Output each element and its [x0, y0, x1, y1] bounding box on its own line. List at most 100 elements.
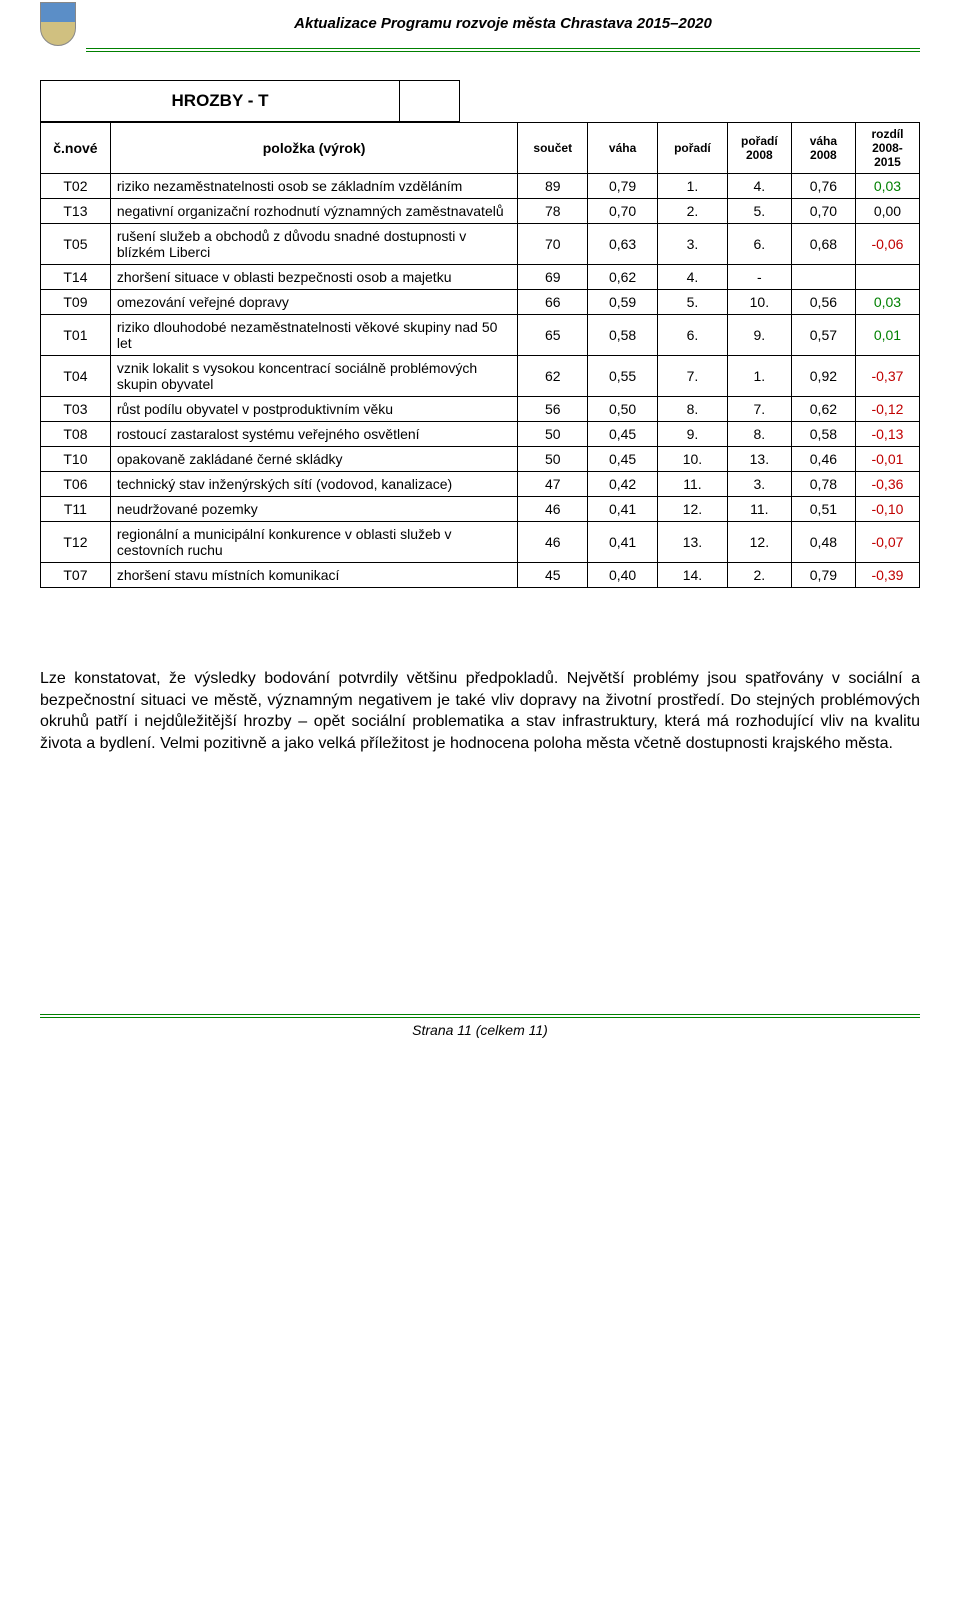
cell-weight-2008: 0,56 [791, 290, 855, 315]
cell-weight: 0,45 [588, 422, 658, 447]
cell-order: 10. [658, 447, 728, 472]
col-order-2008: pořadí 2008 [727, 123, 791, 174]
cell-desc: růst podílu obyvatel v postproduktivním … [110, 397, 517, 422]
cell-order-2008: 11. [727, 497, 791, 522]
cell-order-2008: 9. [727, 315, 791, 356]
cell-order: 6. [658, 315, 728, 356]
cell-code: T13 [41, 199, 111, 224]
cell-diff: -0,10 [855, 497, 919, 522]
cell-diff: -0,12 [855, 397, 919, 422]
cell-weight: 0,79 [588, 174, 658, 199]
cell-sum: 89 [518, 174, 588, 199]
col-desc: položka (výrok) [110, 123, 517, 174]
cell-weight-2008: 0,48 [791, 522, 855, 563]
cell-sum: 47 [518, 472, 588, 497]
col-weight: váha [588, 123, 658, 174]
cell-code: T11 [41, 497, 111, 522]
table-row: T04vznik lokalit s vysokou koncentrací s… [41, 356, 920, 397]
cell-sum: 78 [518, 199, 588, 224]
cell-weight-2008: 0,92 [791, 356, 855, 397]
cell-weight-2008: 0,68 [791, 224, 855, 265]
cell-desc: technický stav inženýrských sítí (vodovo… [110, 472, 517, 497]
cell-diff: -0,13 [855, 422, 919, 447]
cell-weight: 0,40 [588, 563, 658, 588]
cell-weight-2008: 0,57 [791, 315, 855, 356]
cell-code: T06 [41, 472, 111, 497]
table-row: T10opakovaně zakládané černé skládky500,… [41, 447, 920, 472]
cell-weight: 0,41 [588, 497, 658, 522]
table-row: T07zhoršení stavu místních komunikací450… [41, 563, 920, 588]
cell-code: T05 [41, 224, 111, 265]
cell-desc: riziko nezaměstnatelnosti osob se základ… [110, 174, 517, 199]
cell-order: 11. [658, 472, 728, 497]
cell-order-2008: 5. [727, 199, 791, 224]
cell-order-2008: 8. [727, 422, 791, 447]
cell-code: T12 [41, 522, 111, 563]
cell-weight: 0,42 [588, 472, 658, 497]
table-row: T14zhoršení situace v oblasti bezpečnost… [41, 265, 920, 290]
cell-code: T03 [41, 397, 111, 422]
cell-sum: 69 [518, 265, 588, 290]
cell-desc: riziko dlouhodobé nezaměstnatelnosti věk… [110, 315, 517, 356]
header-rule [86, 48, 920, 52]
cell-weight: 0,50 [588, 397, 658, 422]
cell-sum: 66 [518, 290, 588, 315]
cell-order: 3. [658, 224, 728, 265]
cell-diff: -0,36 [855, 472, 919, 497]
col-order: pořadí [658, 123, 728, 174]
section-title-spacer [400, 80, 460, 122]
cell-weight-2008: 0,62 [791, 397, 855, 422]
cell-order: 12. [658, 497, 728, 522]
cell-sum: 56 [518, 397, 588, 422]
cell-code: T02 [41, 174, 111, 199]
cell-weight-2008 [791, 265, 855, 290]
cell-order-2008: 4. [727, 174, 791, 199]
page-header: Aktualizace Programu rozvoje města Chras… [40, 0, 920, 46]
table-row: T09omezování veřejné dopravy660,595.10.0… [41, 290, 920, 315]
cell-weight-2008: 0,76 [791, 174, 855, 199]
table-row: T05rušení služeb a obchodů z důvodu snad… [41, 224, 920, 265]
cell-weight: 0,63 [588, 224, 658, 265]
page-footer: Strana 11 (celkem 11) [40, 1014, 920, 1038]
cell-desc: zhoršení stavu místních komunikací [110, 563, 517, 588]
cell-order: 7. [658, 356, 728, 397]
cell-sum: 45 [518, 563, 588, 588]
table-row: T13negativní organizační rozhodnutí význ… [41, 199, 920, 224]
cell-code: T08 [41, 422, 111, 447]
col-sum: součet [518, 123, 588, 174]
cell-desc: opakovaně zakládané černé skládky [110, 447, 517, 472]
footer-text: Strana 11 (celkem 11) [40, 1022, 920, 1038]
cell-diff: 0,01 [855, 315, 919, 356]
cell-order: 13. [658, 522, 728, 563]
cell-weight: 0,58 [588, 315, 658, 356]
cell-order-2008: 2. [727, 563, 791, 588]
cell-order-2008: - [727, 265, 791, 290]
cell-desc: negativní organizační rozhodnutí významn… [110, 199, 517, 224]
cell-diff: -0,39 [855, 563, 919, 588]
table-row: T03růst podílu obyvatel v postproduktivn… [41, 397, 920, 422]
cell-diff: -0,06 [855, 224, 919, 265]
section-title: HROZBY - T [40, 80, 400, 122]
hrozby-table: č.nové položka (výrok) součet váha pořad… [40, 122, 920, 588]
cell-order: 1. [658, 174, 728, 199]
col-weight-2008: váha 2008 [791, 123, 855, 174]
cell-order: 5. [658, 290, 728, 315]
cell-order: 9. [658, 422, 728, 447]
cell-weight: 0,45 [588, 447, 658, 472]
cell-desc: vznik lokalit s vysokou koncentrací soci… [110, 356, 517, 397]
footer-rule [40, 1014, 920, 1018]
cell-desc: rostoucí zastaralost systému veřejného o… [110, 422, 517, 447]
table-row: T11neudržované pozemky460,4112.11.0,51-0… [41, 497, 920, 522]
cell-diff [855, 265, 919, 290]
cell-diff: 0,03 [855, 174, 919, 199]
cell-diff: 0,03 [855, 290, 919, 315]
section-title-row: HROZBY - T [40, 80, 920, 122]
cell-sum: 62 [518, 356, 588, 397]
cell-weight: 0,55 [588, 356, 658, 397]
table-row: T06technický stav inženýrských sítí (vod… [41, 472, 920, 497]
cell-sum: 50 [518, 422, 588, 447]
cell-sum: 46 [518, 497, 588, 522]
cell-desc: neudržované pozemky [110, 497, 517, 522]
cell-order-2008: 7. [727, 397, 791, 422]
table-row: T01riziko dlouhodobé nezaměstnatelnosti … [41, 315, 920, 356]
